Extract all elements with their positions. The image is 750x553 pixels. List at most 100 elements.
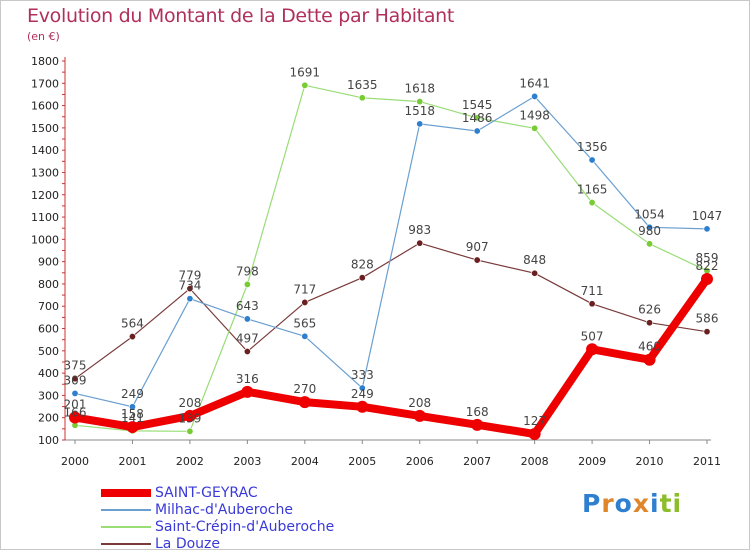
data-label: 1054 [634, 207, 665, 221]
data-label: 848 [523, 253, 546, 267]
series-saint-geyrac [69, 273, 713, 440]
y-tick-label: 1600 [31, 100, 59, 113]
series-saint-cr-pin-d-auberoche [71, 81, 711, 435]
y-tick-label: 100 [38, 434, 59, 447]
y-tick-label: 1800 [31, 55, 59, 68]
data-label: 907 [466, 240, 489, 254]
x-tick-label: 2001 [118, 455, 146, 468]
data-label: 643 [236, 299, 259, 313]
logo-letter: i [650, 489, 660, 518]
legend-swatch [101, 526, 151, 528]
data-label: 1691 [290, 65, 321, 79]
data-label: 168 [466, 405, 489, 419]
data-label: 309 [64, 373, 87, 387]
data-point [186, 427, 194, 435]
series-line [74, 242, 708, 380]
axes: 100 200 300 400 500 600 700 800 900 1000 1100 1200 1… [31, 55, 721, 468]
chart-subtitle: (en €) [27, 30, 60, 43]
data-label: 460 [638, 340, 661, 354]
data-label: 822 [696, 259, 719, 273]
logo-letter: o [614, 489, 633, 518]
x-tick-label: 2005 [348, 455, 376, 468]
data-point [183, 409, 196, 422]
data-point [241, 385, 254, 398]
x-tick-label: 2007 [463, 455, 491, 468]
data-point [243, 315, 251, 323]
legend-swatch [101, 543, 151, 545]
data-label: 208 [178, 396, 201, 410]
y-tick-label: 800 [38, 278, 59, 291]
data-point [416, 239, 424, 247]
data-label: 980 [638, 224, 661, 238]
y-tick-label: 1200 [31, 189, 59, 202]
y-tick-label: 1400 [31, 144, 59, 157]
data-point [301, 298, 309, 306]
data-point [69, 411, 81, 424]
data-point [356, 400, 369, 413]
data-label: 983 [408, 223, 431, 237]
series-line [74, 84, 708, 432]
series-line [74, 276, 711, 438]
x-tick-label: 2009 [578, 455, 606, 468]
data-label: 1618 [404, 82, 435, 96]
legend-label: Saint-Crépin-d'Auberoche [155, 519, 335, 535]
data-point [531, 92, 539, 100]
logo-letter: x [632, 489, 650, 518]
legend-label: Milhac-d'Auberoche [155, 502, 293, 518]
data-label: 586 [696, 312, 719, 326]
x-tick-label: 2004 [291, 455, 319, 468]
data-label: 316 [236, 372, 259, 386]
data-label: 1356 [577, 140, 608, 154]
data-label: 1545 [462, 98, 493, 112]
y-tick-label: 700 [38, 300, 59, 313]
proxiti-logo: Proxiti [582, 489, 682, 518]
data-label: 166 [64, 405, 87, 419]
data-label: 201 [64, 397, 87, 411]
legend-swatch [101, 509, 151, 511]
series-lines [69, 81, 713, 440]
series-line [74, 95, 708, 408]
legend-label: La Douze [155, 536, 221, 552]
y-tick-label: 200 [38, 412, 59, 425]
data-point [588, 300, 596, 308]
y-tick-label: 1000 [31, 233, 59, 246]
x-tick-label: 2002 [176, 455, 204, 468]
data-label: 497 [236, 331, 259, 345]
data-label: 270 [293, 382, 316, 396]
data-point [416, 98, 424, 106]
data-label: 734 [178, 279, 201, 293]
data-point [71, 375, 79, 383]
logo-letter: r [601, 489, 615, 518]
data-label: 859 [696, 251, 719, 265]
data-point [243, 347, 251, 355]
y-tick-label: 1100 [31, 211, 59, 224]
data-point [528, 427, 541, 440]
data-label: 507 [581, 329, 604, 343]
data-point [586, 343, 599, 356]
data-label: 828 [351, 258, 374, 272]
data-point [471, 418, 484, 431]
series-la-douze [71, 239, 711, 383]
data-label: 1518 [404, 104, 435, 118]
data-point [701, 273, 713, 286]
legend-swatch [101, 489, 151, 497]
data-point [358, 274, 366, 282]
data-label: 127 [523, 414, 546, 428]
logo-letter: t [659, 489, 673, 518]
data-point [473, 127, 481, 135]
data-point [588, 156, 596, 164]
y-tick-label: 300 [38, 389, 59, 402]
y-tick-label: 1700 [31, 77, 59, 90]
data-label: 139 [178, 411, 201, 425]
data-label: 565 [293, 316, 316, 330]
data-label: 798 [236, 264, 259, 278]
data-point [473, 256, 481, 264]
data-labels: 201 158 208 316 270 249 208 168 127 507 460 822 309 2… [64, 65, 723, 428]
data-label: 375 [64, 359, 87, 373]
x-tick-label: 2011 [693, 455, 721, 468]
data-label: 249 [121, 387, 144, 401]
x-tick-label: 2010 [636, 455, 664, 468]
data-point [358, 94, 366, 102]
data-label: 1635 [347, 78, 378, 92]
